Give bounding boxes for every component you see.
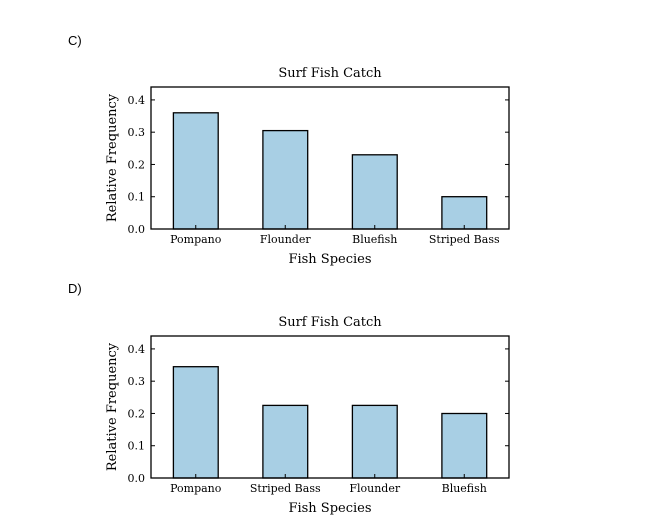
y-tick-label: 0.2 xyxy=(128,158,146,171)
x-tick-label: Pompano xyxy=(170,482,222,495)
y-axis-label: Relative Frequency xyxy=(105,342,120,471)
y-axis-label: Relative Frequency xyxy=(105,93,120,222)
bar-flounder xyxy=(351,404,398,479)
x-axis-label: Fish Species xyxy=(288,252,371,267)
chart-title: Surf Fish Catch xyxy=(278,315,382,330)
plot-frame xyxy=(150,86,510,230)
x-tick-label: Striped Bass xyxy=(429,233,500,246)
bar-pompano xyxy=(172,366,219,479)
bar-bluefish xyxy=(351,154,398,230)
y-tick-label: 0.2 xyxy=(128,407,146,420)
y-tick-label: 0.3 xyxy=(128,126,146,139)
y-tick-label: 0.3 xyxy=(128,375,146,388)
x-tick-label: Flounder xyxy=(260,233,311,246)
x-axis-label: Fish Species xyxy=(288,501,371,516)
bar-chart-c: 0.0 0.1 0.2 0.3 0.4 Pompano Flounder Bluefish St… xyxy=(105,66,510,267)
bar-chart-d: 0.0 0.1 0.2 0.3 0.4 Pompano Striped Bass Flound… xyxy=(105,315,510,516)
bar-striped-bass xyxy=(262,404,309,479)
x-tick-label: Bluefish xyxy=(352,233,397,246)
bar-bluefish xyxy=(441,412,488,479)
plot-frame xyxy=(150,335,510,479)
y-tick-label: 0.0 xyxy=(128,223,146,236)
x-tick-label: Pompano xyxy=(170,233,222,246)
bar-striped-bass xyxy=(441,196,488,230)
y-tick-label: 0.1 xyxy=(128,440,146,453)
y-tick-label: 0.1 xyxy=(128,191,146,204)
bar-pompano xyxy=(172,112,219,230)
bar-flounder xyxy=(262,129,309,230)
x-tick-label: Striped Bass xyxy=(250,482,321,495)
y-tick-label: 0.0 xyxy=(128,472,146,485)
x-tick-label: Bluefish xyxy=(442,482,487,495)
chart-title: Surf Fish Catch xyxy=(278,66,382,81)
y-tick-label: 0.4 xyxy=(128,94,146,107)
y-tick-label: 0.4 xyxy=(128,343,146,356)
x-tick-label: Flounder xyxy=(349,482,400,495)
panel-label-d: D) xyxy=(68,281,82,296)
panel-label-c: C) xyxy=(68,33,82,48)
